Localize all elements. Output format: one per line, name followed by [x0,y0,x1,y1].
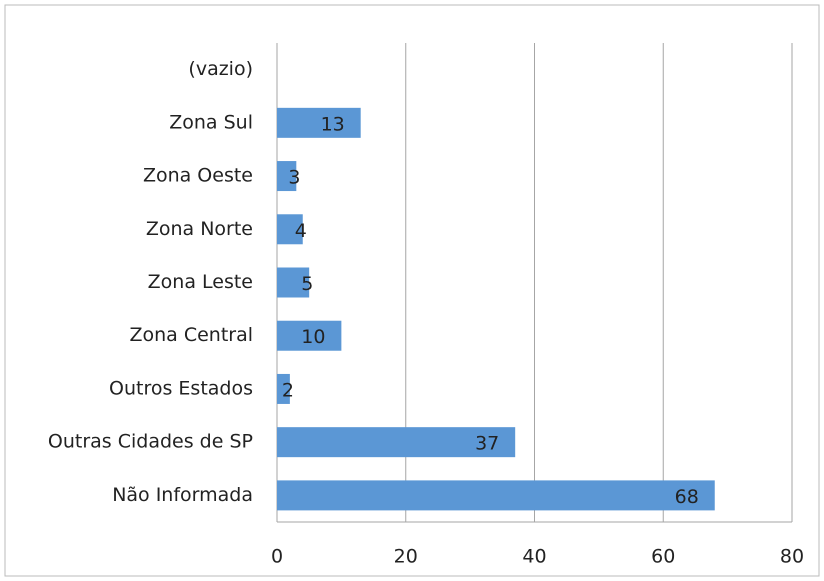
bar [277,107,361,138]
x-tick-label: 80 [780,546,804,568]
data-label: 10 [301,326,325,348]
data-label: 4 [295,220,307,242]
bar [277,427,516,458]
x-tick-label: 0 [271,546,283,568]
y-tick-label: Não Informada [112,484,253,506]
data-label: 37 [475,433,499,455]
y-tick-label: (vazio) [188,58,253,80]
data-label: 2 [282,379,294,401]
y-tick-label: Zona Norte [146,218,253,240]
y-tick-label: Zona Leste [148,271,253,293]
bar [277,214,303,245]
x-tick-label: 20 [394,546,418,568]
y-tick-label: Outros Estados [109,377,253,399]
bar [277,267,310,298]
x-tick-label: 40 [522,546,546,568]
data-label: 13 [321,113,345,135]
data-label: 5 [301,273,313,295]
x-tick-label: 60 [651,546,675,568]
bar [277,320,342,351]
data-label: 68 [675,486,699,508]
bar [277,480,715,511]
y-tick-label: Outras Cidades de SP [48,431,253,453]
bar [277,161,297,192]
y-tick-label: Zona Oeste [143,165,253,187]
y-tick-label: Zona Sul [169,111,253,133]
y-tick-label: Zona Central [129,324,253,346]
data-label: 3 [288,167,300,189]
bar [277,373,290,404]
